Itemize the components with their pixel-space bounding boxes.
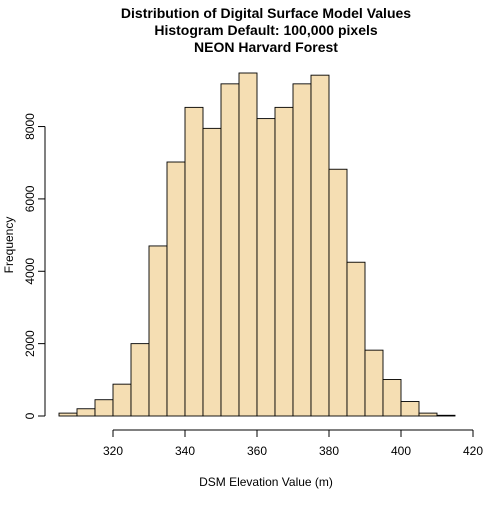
- histogram-bar: [418, 412, 438, 417]
- histogram-bar: [184, 106, 204, 417]
- histogram-bar: [238, 72, 258, 417]
- y-tick-label: 4000: [23, 258, 37, 285]
- y-tick-label: 2000: [23, 330, 37, 357]
- histogram-bar: [256, 118, 276, 417]
- histogram-bar: [202, 127, 222, 417]
- histogram-bar: [58, 412, 78, 417]
- histogram-bars: [58, 72, 456, 417]
- histogram-bar: [166, 161, 186, 417]
- chart-title-line-2: Histogram Default: 100,000 pixels: [154, 22, 378, 38]
- y-tick-label: 6000: [23, 185, 37, 212]
- x-tick-label: 340: [175, 444, 195, 458]
- histogram-bar: [310, 74, 330, 417]
- histogram-bar: [130, 343, 150, 417]
- histogram-bar: [328, 168, 348, 417]
- histogram-bar: [436, 414, 456, 417]
- y-tick-label: 0: [23, 412, 37, 419]
- chart-title: Distribution of Digital Surface Model Va…: [121, 5, 411, 55]
- x-tick-label: 360: [247, 444, 267, 458]
- x-axis-label: DSM Elevation Value (m): [199, 475, 333, 489]
- chart-title-line-3: NEON Harvard Forest: [194, 39, 338, 55]
- histogram-bar: [112, 383, 132, 417]
- histogram-bar: [148, 245, 168, 417]
- x-tick-label: 380: [319, 444, 339, 458]
- chart-title-line-1: Distribution of Digital Surface Model Va…: [121, 5, 411, 21]
- histogram-bar: [76, 408, 96, 417]
- histogram-bar: [382, 379, 402, 417]
- x-tick-label: 400: [391, 444, 411, 458]
- histogram-bar: [94, 399, 114, 417]
- histogram-bar: [364, 349, 384, 417]
- histogram-bar: [220, 83, 240, 417]
- y-axis: 0 2000 4000 6000 8000: [23, 113, 46, 419]
- x-tick-label: 420: [463, 444, 483, 458]
- y-tick-label: 8000: [23, 113, 37, 140]
- histogram-bar: [400, 401, 420, 417]
- x-tick-label: 320: [103, 444, 123, 458]
- histogram-bar: [274, 106, 294, 417]
- x-axis: 320 340 360 380 400 420: [103, 429, 483, 458]
- histogram-bar: [292, 83, 312, 417]
- histogram-bar: [346, 261, 366, 417]
- y-axis-label: Frequency: [2, 217, 16, 274]
